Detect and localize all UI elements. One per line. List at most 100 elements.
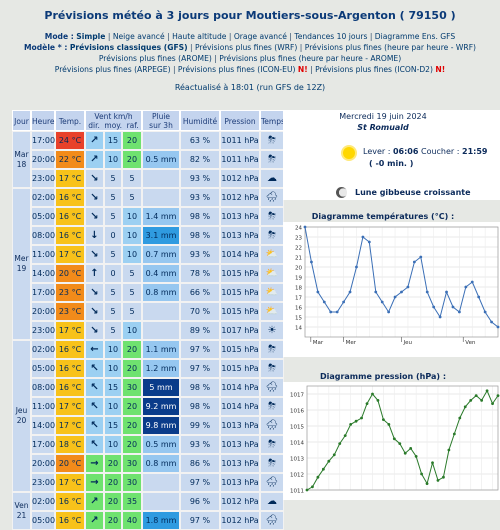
wind-gust-cell: 20	[122, 416, 142, 435]
pressure-cell: 1014 hPa	[220, 245, 260, 264]
model-menu-line3: Prévisions plus fines (ARPEGE) | Prévisi…	[0, 64, 500, 75]
refresh-info: Réactualisé à 18:01 (run GFS de 12Z)	[174, 83, 326, 92]
temp-cell: 17 °C	[55, 397, 85, 416]
pressure-cell: 1015 hPa	[220, 264, 260, 283]
rain-cell: 1.2 mm	[142, 359, 180, 378]
data-point	[322, 300, 326, 304]
rain-cell	[142, 302, 180, 321]
pressure-cell: 1013 hPa	[220, 454, 260, 473]
menu-separator: |	[105, 32, 113, 41]
header-wind-group: Vent km/h	[94, 112, 133, 121]
menu-label: Modèle * :	[23, 43, 68, 52]
hour-cell: 05:00	[31, 359, 55, 378]
y-tick-label: 1014	[290, 441, 304, 447]
pressure-cell: 1015 hPa	[220, 283, 260, 302]
menu-link[interactable]: Haute altitude	[172, 32, 227, 41]
menu-link[interactable]: Prévisions plus fines (heure par heure -…	[304, 43, 477, 52]
menu-link[interactable]: Prévisions plus fines (ICON-D2)	[315, 65, 433, 74]
humidity-cell: 93 %	[180, 245, 220, 264]
rain-cell: 5 mm	[142, 378, 180, 397]
wind-gust-cell: 20	[122, 340, 142, 359]
rain-cell	[142, 321, 180, 340]
data-point	[458, 416, 462, 420]
pressure-cell: 1015 hPa	[220, 340, 260, 359]
humidity-cell: 98 %	[180, 397, 220, 416]
data-point	[474, 394, 478, 397]
menu-link[interactable]: Prévisions plus fines (ARPEGE)	[54, 65, 171, 74]
wind-avg-cell: 15	[104, 378, 122, 397]
menu-link[interactable]: Orage avancé	[233, 32, 287, 41]
hour-cell: 20:00	[31, 150, 55, 169]
rain-cell	[142, 131, 180, 150]
pressure-cell: 1013 hPa	[220, 473, 260, 492]
data-point	[380, 300, 384, 304]
header-wind-dir: dir.	[88, 121, 100, 130]
menu-link[interactable]: Prévisions plus fines (WRF)	[194, 43, 298, 52]
wind-gust-cell: 5	[122, 169, 142, 188]
data-point	[485, 389, 489, 393]
cloud-storm-icon: ⛈	[260, 226, 284, 245]
rain-cell: 9.8 mm	[142, 416, 180, 435]
menu-link[interactable]: Prévisions plus fines (AROME)	[98, 54, 212, 63]
menu-link[interactable]: Tendances 10 jours	[294, 32, 368, 41]
pressure-cell: 1013 hPa	[220, 416, 260, 435]
humidity-cell: 89 %	[180, 321, 220, 340]
hour-cell: 11:00	[31, 245, 55, 264]
y-tick-label: 18	[295, 286, 302, 292]
menu-separator: |	[170, 65, 178, 74]
humidity-cell: 70 %	[180, 302, 220, 321]
data-point	[316, 475, 320, 479]
wind-direction-icon: ↓	[85, 226, 104, 245]
menu-link[interactable]: Diagramme Ens. GFS	[374, 32, 456, 41]
data-point	[436, 479, 440, 482]
rain-cell	[142, 188, 180, 207]
table-row: 05:00 16 °C ↗ 20 40 1.8 mm 97 % 1012 hPa 🌧	[12, 511, 284, 530]
current-date: Mercredi 19 juin 2024	[339, 112, 427, 121]
wind-avg-cell: 15	[104, 131, 122, 150]
table-row: 11:00 17 °C ↖ 10 20 9.2 mm 98 % 1014 hPa ⛈	[12, 397, 284, 416]
temp-cell: 16 °C	[55, 378, 85, 397]
cloud-icon: ☁	[260, 169, 284, 188]
humidity-cell: 98 %	[180, 378, 220, 397]
humidity-cell: 97 %	[180, 340, 220, 359]
hour-cell: 17:00	[31, 131, 55, 150]
wind-direction-icon: ↑	[85, 264, 104, 283]
menu-link[interactable]: Prévisions plus fines (heure par heure -…	[219, 54, 402, 63]
menu-link[interactable]: Prévisions classiques (GFS)	[69, 43, 188, 52]
menu-link[interactable]: Prévisions plus fines (ICON-EU)	[177, 65, 296, 74]
wind-avg-cell: 10	[104, 359, 122, 378]
wind-gust-cell: 10	[122, 207, 142, 226]
data-point	[332, 453, 336, 457]
header-day: Jour	[12, 110, 31, 131]
sun-storm-icon: ⛅	[260, 245, 284, 264]
sunrise-time: 06:06	[392, 147, 419, 156]
hour-cell: 17:00	[31, 283, 55, 302]
data-point	[420, 472, 423, 476]
day-label: Jeu 20	[12, 340, 31, 492]
data-point	[425, 482, 429, 485]
sun-times: Lever : 06:06 Coucher : 21:59	[363, 147, 487, 156]
page-title: Prévisions météo à 3 jours pour Moutiers…	[44, 9, 456, 22]
rain-cell: 0.8 mm	[142, 283, 180, 302]
temperature-chart: 14 15 16 17 18 19 20 21 22 23 24 Mar Mer Jeu Ven	[283, 222, 500, 357]
humidity-cell: 63 %	[180, 131, 220, 150]
menu-link[interactable]: Simple	[76, 32, 106, 41]
y-tick-label: 21	[295, 256, 302, 262]
y-tick-label: 19	[295, 276, 302, 282]
wind-gust-cell: 5	[122, 283, 142, 302]
data-point	[452, 432, 456, 436]
temp-cell: 16 °C	[55, 492, 85, 511]
hour-cell: 02:00	[31, 492, 55, 511]
rain-cell: 0.4 mm	[142, 264, 180, 283]
wind-direction-icon: ↗	[85, 492, 104, 511]
wind-direction-icon: →	[85, 473, 104, 492]
table-row: 17:00 23 °C ↘ 5 5 0.8 mm 66 % 1015 hPa ⛅	[12, 283, 284, 302]
cloud-rain-icon: 🌧	[260, 188, 284, 207]
y-tick-label: 23	[295, 236, 302, 242]
menu-label: Mode :	[44, 32, 74, 41]
hour-cell: 11:00	[31, 397, 55, 416]
menu-link[interactable]: Neige avancé	[112, 32, 165, 41]
data-point	[469, 399, 473, 402]
hour-cell: 05:00	[31, 207, 55, 226]
day-label: Mer 19	[12, 188, 31, 340]
